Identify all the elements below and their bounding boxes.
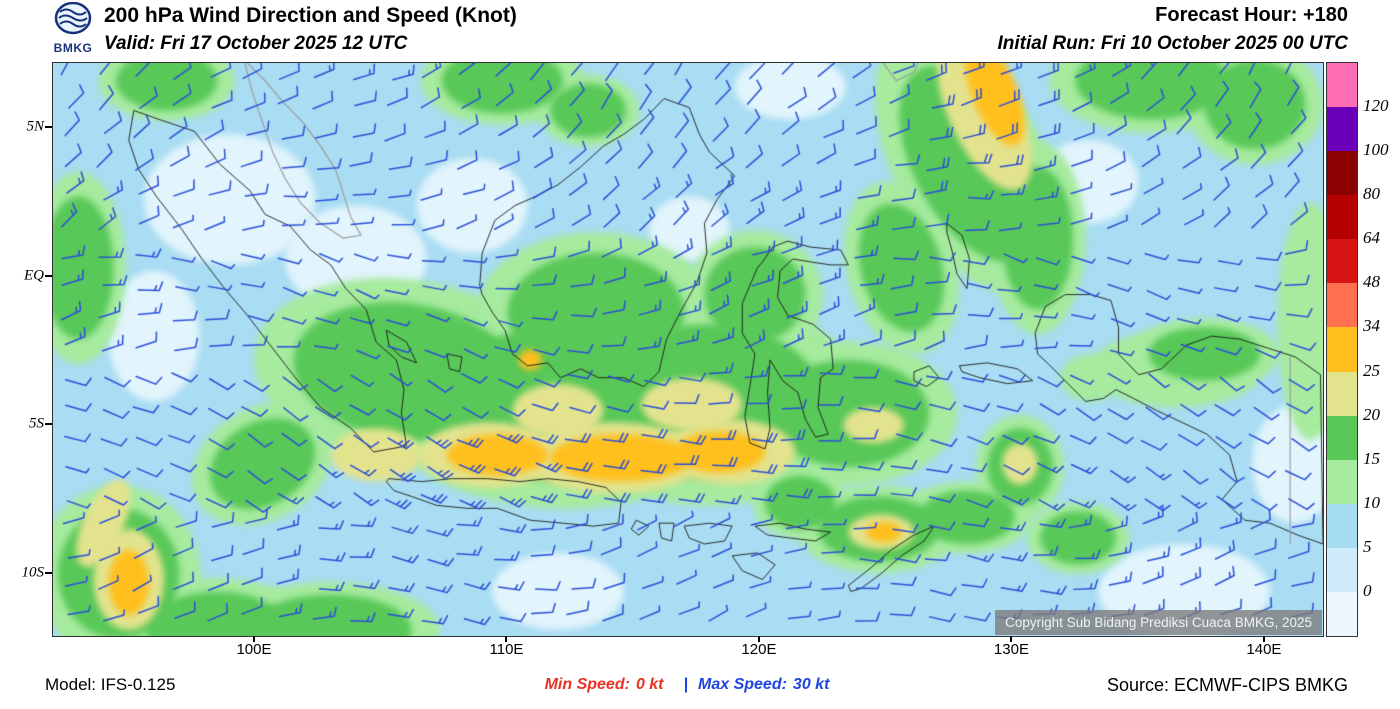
colorbar-cell bbox=[1327, 107, 1357, 152]
x-axis-tick bbox=[757, 636, 760, 642]
colorbar-cell bbox=[1327, 503, 1357, 548]
colorbar-cell bbox=[1327, 459, 1357, 504]
speed-separator: | bbox=[683, 676, 688, 693]
colorbar-cell bbox=[1327, 239, 1357, 284]
x-axis-tick bbox=[505, 636, 508, 642]
x-axis-tick bbox=[1262, 636, 1265, 642]
wind-map: Copyright Sub Bidang Prediksi Cuaca BMKG… bbox=[52, 62, 1324, 637]
x-axis-label: 120E bbox=[741, 641, 777, 658]
colorbar-label: 120 bbox=[1363, 96, 1389, 116]
colorbar-label: 0 bbox=[1363, 580, 1372, 600]
copyright-overlay: Copyright Sub Bidang Prediksi Cuaca BMKG… bbox=[995, 610, 1322, 635]
wind-map-canvas bbox=[53, 63, 1323, 636]
page-title: 200 hPa Wind Direction and Speed (Knot) bbox=[104, 4, 517, 27]
colorbar-label: 5 bbox=[1363, 536, 1372, 556]
y-axis-label: 5N bbox=[26, 118, 44, 135]
bmkg-logo-label: BMKG bbox=[53, 41, 93, 55]
x-axis-label: 110E bbox=[489, 641, 524, 658]
source-label: Source: ECMWF-CIPS BMKG bbox=[1106, 675, 1348, 695]
model-label: Model: IFS-0.125 bbox=[45, 675, 176, 694]
bmkg-logo: BMKG bbox=[44, 1, 102, 55]
colorbar-cell bbox=[1327, 327, 1357, 372]
initial-run: Initial Run: Fri 10 October 2025 00 UTC bbox=[997, 33, 1348, 54]
y-axis-label: EQ bbox=[24, 267, 44, 284]
bmkg-logo-icon bbox=[54, 1, 92, 35]
colorbar-cell bbox=[1327, 151, 1357, 196]
y-axis-tick bbox=[45, 423, 52, 426]
x-axis-label: 130E bbox=[993, 641, 1029, 658]
y-axis-label: 5S bbox=[29, 415, 44, 432]
colorbar-cell bbox=[1327, 283, 1357, 328]
colorbar-label: 34 bbox=[1363, 316, 1380, 336]
colorbar-cell bbox=[1327, 591, 1357, 637]
y-axis-tick bbox=[45, 274, 52, 277]
colorbar-cell bbox=[1327, 195, 1357, 240]
max-speed-label: Max Speed: bbox=[698, 676, 787, 693]
colorbar-cell bbox=[1327, 547, 1357, 592]
y-axis-label: 10S bbox=[21, 564, 45, 581]
y-axis-tick bbox=[45, 571, 52, 574]
colorbar-label: 48 bbox=[1363, 272, 1380, 292]
min-speed-label: Min Speed: bbox=[544, 676, 630, 693]
colorbar-label: 15 bbox=[1363, 448, 1380, 468]
forecast-hour: Forecast Hour: +180 bbox=[1155, 4, 1348, 26]
x-axis-label: 140E bbox=[1246, 641, 1282, 658]
colorbar-label: 10 bbox=[1363, 492, 1380, 512]
speed-colorbar bbox=[1326, 62, 1358, 637]
colorbar-cell bbox=[1327, 63, 1357, 108]
x-axis-tick bbox=[252, 636, 255, 642]
speed-range: Min Speed: 0 kt | Max Speed: 30 kt bbox=[52, 676, 1322, 694]
colorbar-cell bbox=[1327, 415, 1357, 460]
colorbar-label: 80 bbox=[1363, 184, 1380, 204]
colorbar-label: 100 bbox=[1363, 140, 1389, 160]
min-speed-value: 0 kt bbox=[635, 676, 664, 693]
colorbar-cell bbox=[1327, 371, 1357, 416]
x-axis-tick bbox=[1010, 636, 1013, 642]
x-axis-label: 100E bbox=[236, 641, 272, 658]
y-axis-tick bbox=[45, 126, 52, 129]
colorbar-label: 64 bbox=[1363, 228, 1380, 248]
valid-time: Valid: Fri 17 October 2025 12 UTC bbox=[104, 33, 408, 54]
colorbar-label: 20 bbox=[1363, 404, 1380, 424]
max-speed-value: 30 kt bbox=[792, 676, 830, 693]
colorbar-label: 25 bbox=[1363, 360, 1380, 380]
